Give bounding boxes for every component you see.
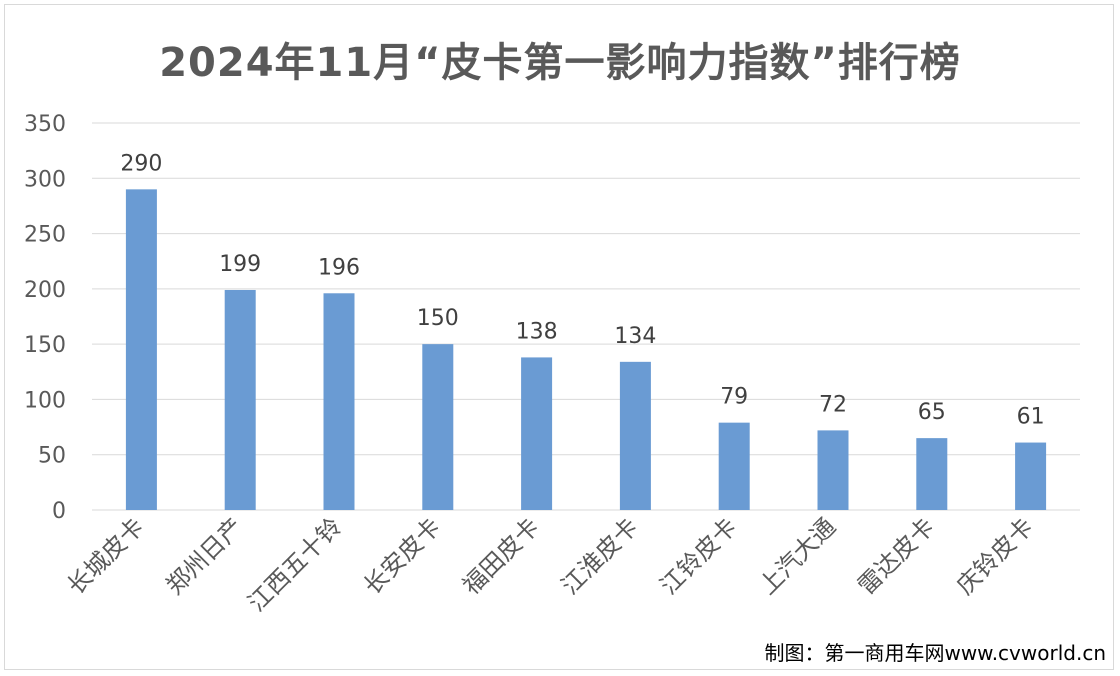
data-label: 134: [614, 324, 656, 349]
bar: [916, 438, 948, 510]
data-label: 199: [219, 252, 261, 277]
data-label: 290: [120, 151, 162, 176]
chart-frame: [4, 4, 1114, 670]
chart-credit: 制图：第一商用车网www.cvworld.cn: [764, 641, 1106, 665]
y-tick-label: 300: [24, 167, 66, 192]
x-tick-label: 长城皮卡: [62, 512, 150, 600]
x-tick-label: 江铃皮卡: [655, 512, 743, 600]
y-axis-ticks: 0 50 100 150 200 250 300 350: [24, 112, 66, 524]
chart-title: 2024年11月“皮卡第一影响力指数”排行榜: [159, 40, 961, 86]
y-tick-label: 0: [52, 499, 66, 524]
x-tick-label: 雷达皮卡: [852, 512, 940, 600]
bar: [224, 289, 256, 510]
x-tick-label: 上汽大通: [754, 512, 842, 600]
y-tick-label: 100: [24, 388, 66, 413]
bar: [521, 357, 553, 510]
data-label: 65: [918, 400, 946, 425]
data-labels: 290 199 196 150 138 134 79 72 65 61: [120, 151, 1044, 429]
bar: [1015, 442, 1047, 510]
data-label: 61: [1017, 405, 1045, 430]
x-tick-label: 福田皮卡: [457, 512, 545, 600]
bar: [817, 430, 849, 510]
y-tick-label: 50: [38, 444, 66, 469]
y-tick-label: 350: [24, 112, 66, 137]
x-tick-label: 长安皮卡: [358, 512, 446, 600]
x-tick-label: 郑州日产: [161, 512, 249, 600]
x-tick-label: 江西五十铃: [243, 512, 348, 617]
y-tick-label: 200: [24, 278, 66, 303]
data-label: 72: [819, 392, 847, 417]
bars: [125, 189, 1047, 511]
gridlines: [92, 122, 1080, 511]
bar: [619, 361, 651, 510]
data-label: 138: [516, 319, 558, 344]
data-label: 196: [318, 255, 360, 280]
x-tick-label: 庆铃皮卡: [951, 512, 1039, 600]
y-tick-label: 250: [24, 223, 66, 248]
data-label: 150: [417, 306, 459, 331]
bar: [125, 189, 157, 511]
x-tick-label: 江淮皮卡: [556, 512, 644, 600]
data-label: 79: [720, 385, 748, 410]
bar: [323, 293, 355, 510]
bar: [718, 422, 750, 510]
y-tick-label: 150: [24, 333, 66, 358]
bar: [422, 344, 454, 510]
